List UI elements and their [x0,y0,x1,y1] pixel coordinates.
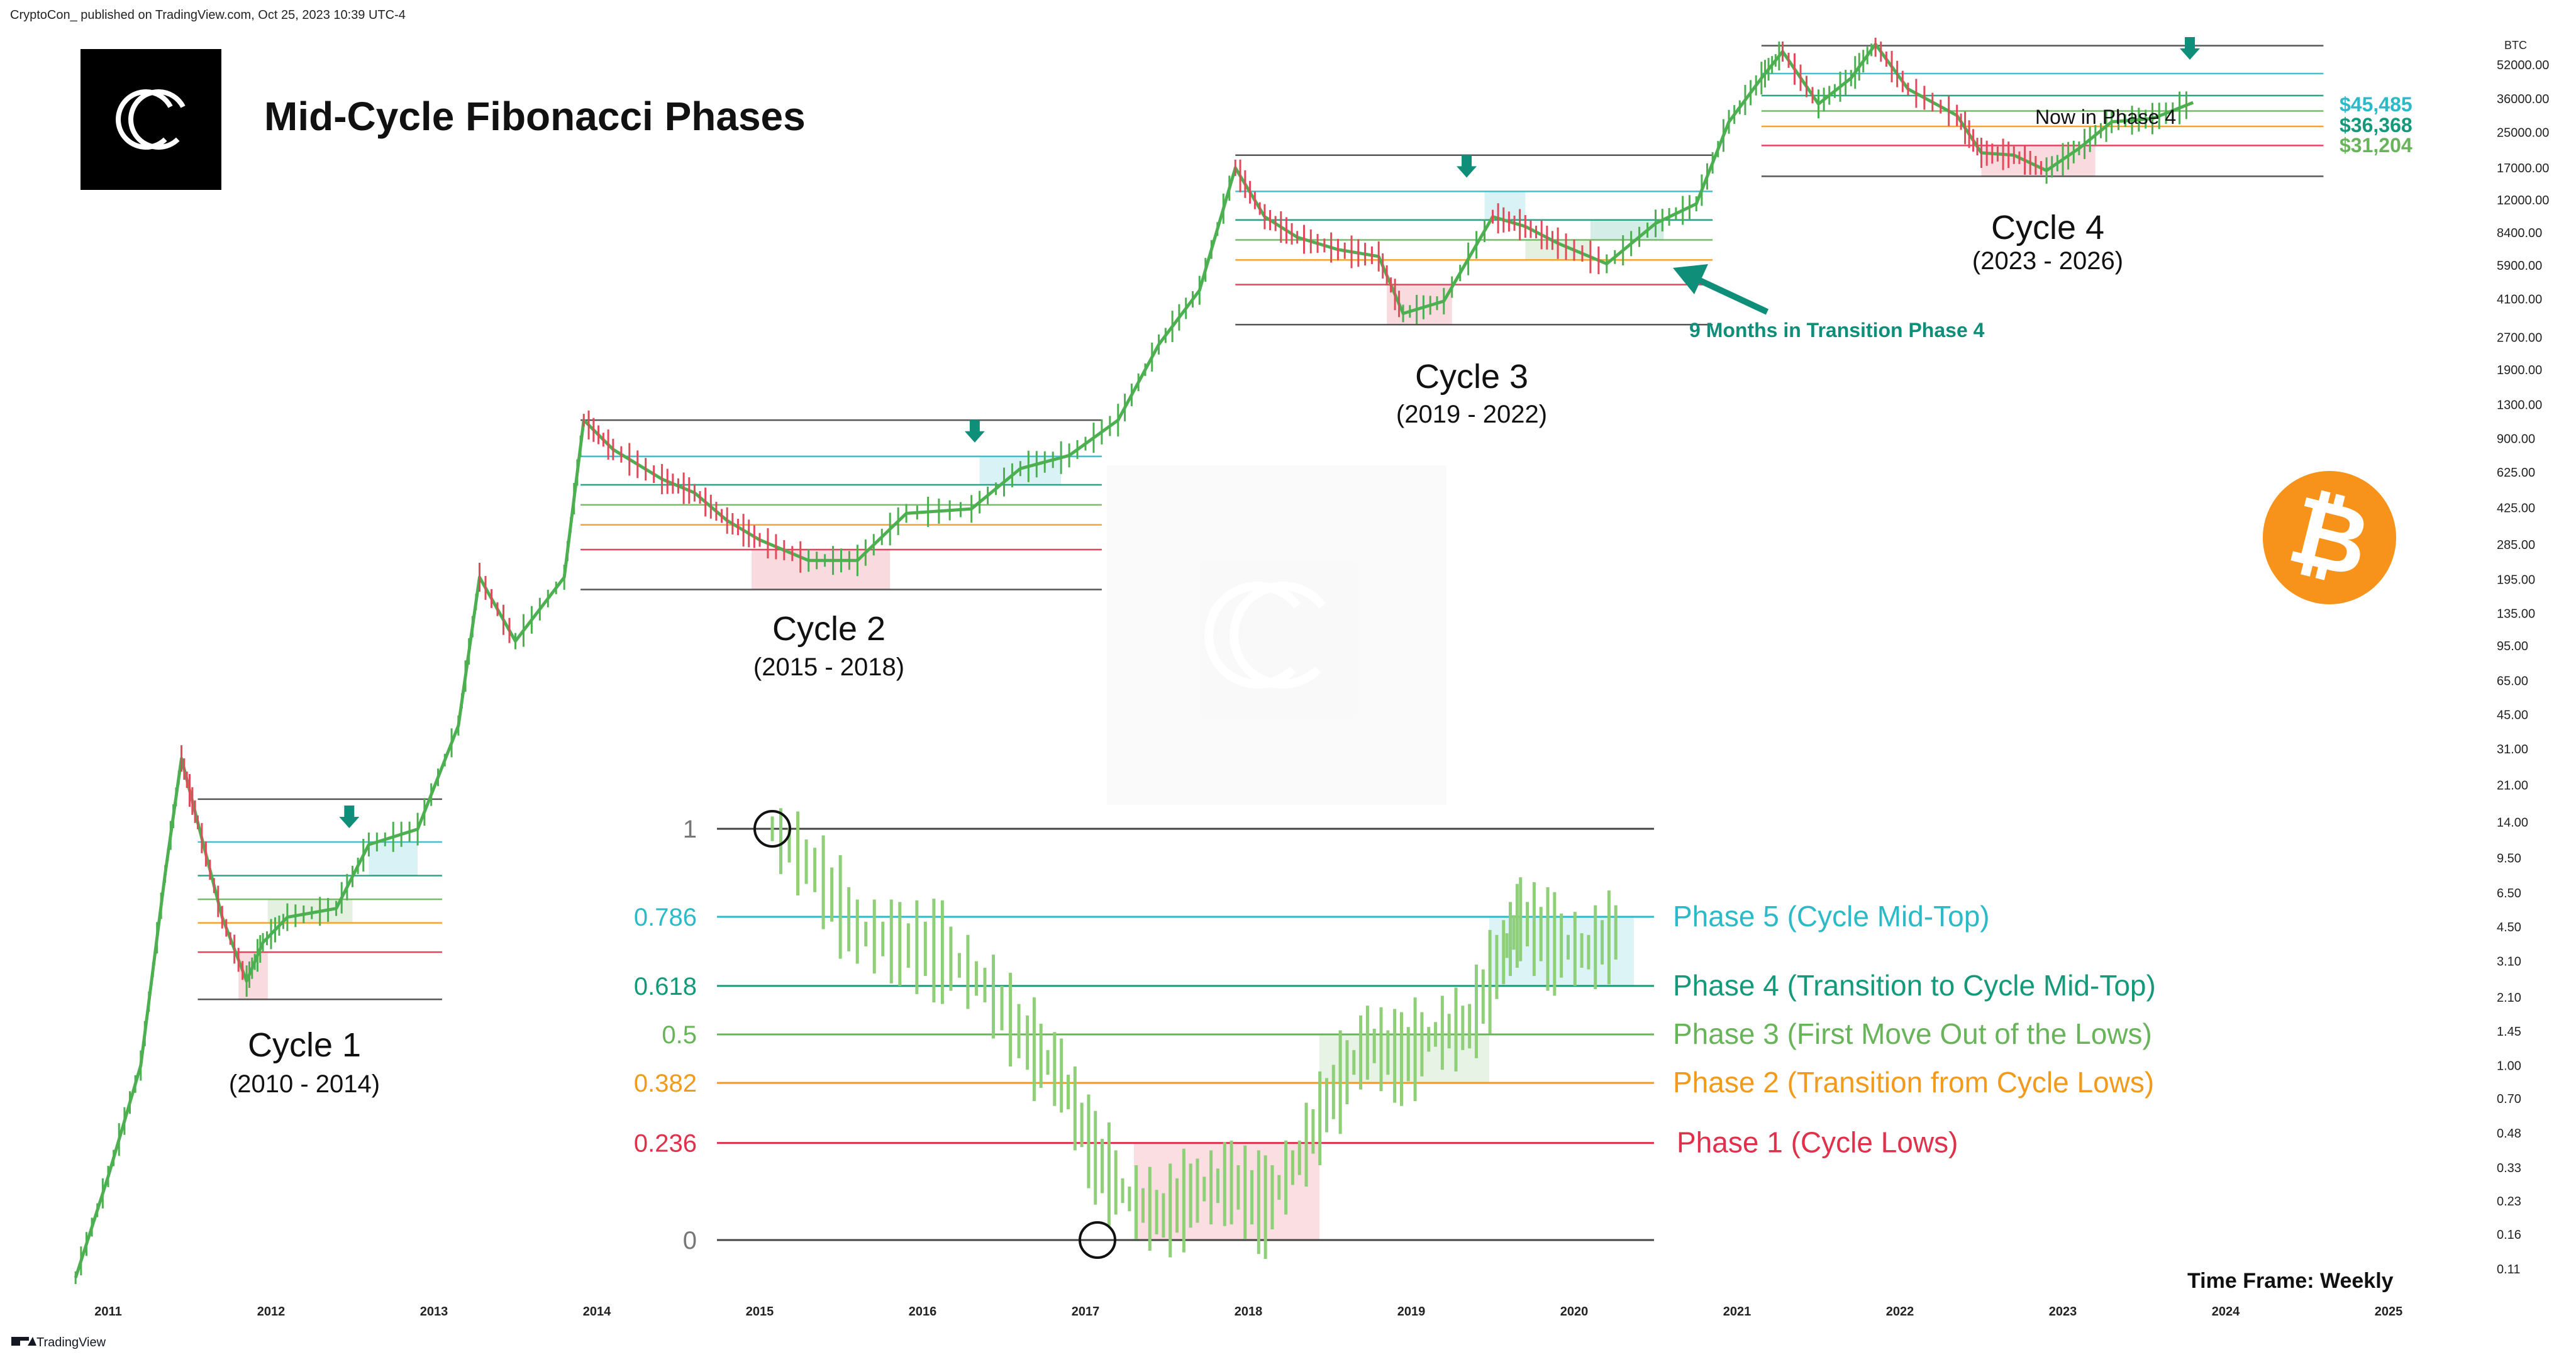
cycle-3-phase4-zone [1590,219,1664,240]
x-tick-label-2021: 2021 [1723,1305,1752,1319]
transition-note: 9 Months in Transition Phase 4 [1689,319,1985,341]
cycle-4-years: (2023 - 2026) [1972,247,2123,275]
x-tick-label-2016: 2016 [909,1305,937,1319]
currency-label: BTC [2504,39,2527,52]
watermark-logo [1107,465,1446,805]
cycle-1-years: (2010 - 2014) [229,1070,380,1098]
cycle-3-phase5-zone [1484,191,1526,220]
y-tick-label: 625.00 [2497,466,2535,480]
y-tick-label: 0.23 [2497,1195,2521,1209]
price-label-36368: $36,368 [2340,114,2412,136]
phase-label-phase5: Phase 5 (Cycle Mid-Top) [1673,900,1990,933]
x-tick-label-2018: 2018 [1235,1305,1263,1319]
y-tick-label: 14.00 [2497,816,2528,830]
inset-fib-label-0.5: 0.5 [662,1021,697,1049]
y-tick-label: 135.00 [2497,607,2535,621]
phase-label-phase3: Phase 3 (First Move Out of the Lows) [1673,1017,2152,1050]
phase-arrow-icon [2180,37,2201,60]
y-tick-label: 2.10 [2497,991,2521,1005]
cycle-2-phase1-zone [752,549,891,590]
y-tick-label: 0.70 [2497,1092,2521,1106]
y-tick-label: 285.00 [2497,538,2535,552]
phase-arrow-icon [339,806,360,829]
y-tick-label: 900.00 [2497,433,2535,446]
y-tick-label: 17000.00 [2497,162,2549,175]
inset-fib-label-0.618: 0.618 [634,973,697,1000]
cycle-3-years: (2019 - 2022) [1396,401,1547,428]
y-tick-label: 1300.00 [2497,399,2542,413]
phase-label-phase1: Phase 1 (Cycle Lows) [1677,1126,1958,1159]
tradingview-logo-icon [11,1337,36,1346]
cycle-4-label: Cycle 4 [1991,209,2104,246]
publisher-credit: CryptoCon_ published on TradingView.com,… [10,8,406,22]
x-tick-label-2012: 2012 [257,1305,286,1319]
phase-arrow-icon [964,419,985,443]
y-tick-label: 0.11 [2497,1263,2520,1277]
y-tick-label: 6.50 [2497,887,2521,900]
cycle-3-label: Cycle 3 [1415,358,1528,396]
y-tick-label: 95.00 [2497,640,2528,653]
y-tick-label: 36000.00 [2497,92,2549,106]
y-tick-label: 12000.00 [2497,194,2549,208]
bitcoin-icon: ₿ [2263,471,2396,604]
inset-top-marker-icon [753,810,791,848]
cycle-3-phase1-zone [1387,284,1452,325]
y-tick-label: 0.33 [2497,1161,2521,1175]
x-tick-label-2013: 2013 [420,1305,448,1319]
y-tick-label: 45.00 [2497,709,2528,723]
y-tick-label: 0.48 [2497,1127,2521,1141]
inset-fib-label-0: 0 [683,1227,697,1255]
inset-fib-label-1: 1 [683,816,697,843]
y-tick-label: 3.10 [2497,955,2521,969]
cycle-2-years: (2015 - 2018) [753,653,904,681]
y-tick-label: 4100.00 [2497,292,2542,306]
inset-bottom-marker-icon [1079,1221,1116,1259]
y-tick-label: 0.16 [2497,1228,2521,1242]
y-tick-label: 2700.00 [2497,331,2542,345]
x-tick-label-2019: 2019 [1397,1305,1426,1319]
y-tick-label: 31.00 [2497,743,2528,756]
y-tick-label: 21.00 [2497,778,2528,792]
x-tick-label-2022: 2022 [1886,1305,1914,1319]
x-tick-label-2011: 2011 [94,1305,121,1319]
y-tick-label: 1.45 [2497,1025,2521,1039]
y-tick-label: 5900.00 [2497,259,2542,273]
transition-arrow [1673,264,1769,315]
x-tick-label-2020: 2020 [1560,1305,1589,1319]
y-tick-label: 4.50 [2497,921,2521,934]
x-tick-label-2024: 2024 [2212,1305,2240,1319]
y-tick-label: 9.50 [2497,852,2521,866]
phase-arrow-icon [1457,155,1477,178]
y-tick-label: 52000.00 [2497,58,2549,72]
x-tick-label-2025: 2025 [2375,1305,2403,1319]
cycle-1-label: Cycle 1 [248,1026,361,1064]
timeframe-label: Time Frame: Weekly [2187,1269,2394,1293]
cryptocon-logo [80,49,221,190]
y-tick-label: 1900.00 [2497,363,2542,377]
y-tick-label: 8400.00 [2497,226,2542,240]
x-tick-label-2017: 2017 [1072,1305,1100,1319]
price-label-31204: $31,204 [2340,134,2412,157]
y-tick-label: 425.00 [2497,502,2535,516]
inset-fib-label-0.236: 0.236 [634,1130,697,1158]
inset-fib-label-0.382: 0.382 [634,1070,697,1097]
x-tick-label-2015: 2015 [746,1305,774,1319]
y-tick-label: 25000.00 [2497,126,2549,140]
x-tick-label-2014: 2014 [583,1305,611,1319]
y-tick-label: 195.00 [2497,573,2535,587]
x-tick-label-2023: 2023 [2049,1305,2077,1319]
chart-title: Mid-Cycle Fibonacci Phases [264,94,806,139]
phase-label-phase4: Phase 4 (Transition to Cycle Mid-Top) [1673,969,2156,1002]
y-tick-label: 1.00 [2497,1060,2521,1073]
inset-fib-label-0.786: 0.786 [634,904,697,931]
cycle-2-label: Cycle 2 [772,610,886,648]
y-tick-label: 65.00 [2497,675,2528,689]
tradingview-brand: TradingView [36,1336,106,1349]
price-label-45485: $45,485 [2340,93,2412,116]
now-in-phase-4-note: Now in Phase 4 [2035,106,2176,128]
phase-label-phase2: Phase 2 (Transition from Cycle Lows) [1673,1066,2154,1099]
